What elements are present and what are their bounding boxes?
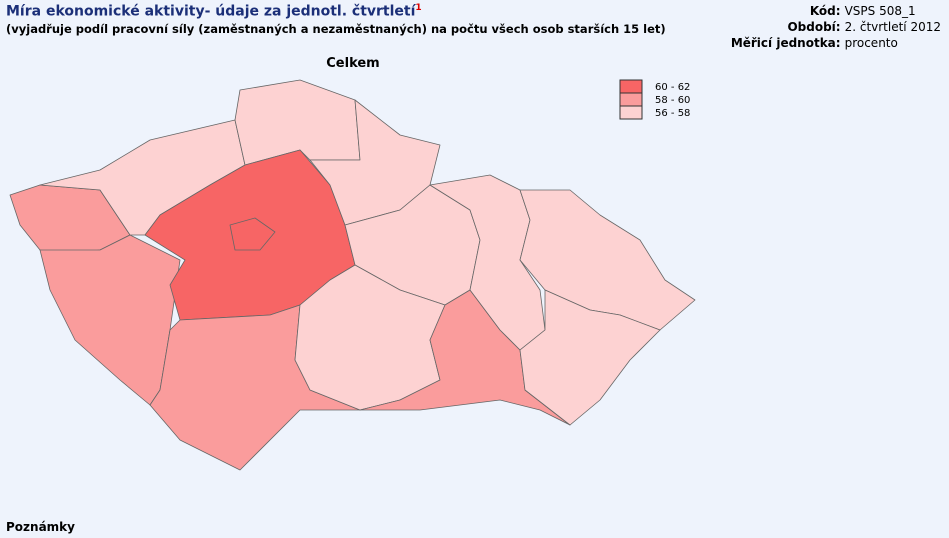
region[interactable] xyxy=(309,99,441,226)
meta-key: Měřicí jednotka: xyxy=(730,36,841,50)
meta-table: Kód: VSPS 508_1 Období: 2. čtvrtletí 2012 … xyxy=(729,3,943,51)
meta-value: 2. čtvrtletí 2012 xyxy=(844,20,941,34)
title: Míra ekonomické aktivity- údaje za jedno… xyxy=(6,3,416,20)
notes-heading: Poznámky xyxy=(6,520,75,534)
subtitle: (vyjadřuje podíl pracovní síly (zaměstna… xyxy=(6,22,666,36)
legend-swatch xyxy=(619,92,643,107)
meta-value: VSPS 508_1 xyxy=(844,4,916,18)
title-block: Míra ekonomické aktivity- údaje za jedno… xyxy=(6,3,422,20)
legend-label: 60 - 62 xyxy=(655,82,690,93)
region[interactable] xyxy=(429,174,546,351)
footnote-ref[interactable]: 1 xyxy=(415,3,422,13)
legend-label: 58 - 60 xyxy=(655,95,690,106)
legend: 60 - 62 58 - 60 56 - 58 xyxy=(619,79,690,120)
legend-swatch xyxy=(619,79,643,94)
meta-key: Kód: xyxy=(809,4,841,18)
meta-value: procento xyxy=(844,36,898,50)
map-title: Celkem xyxy=(326,56,379,71)
region[interactable] xyxy=(39,234,181,406)
legend-label: 56 - 58 xyxy=(655,108,690,119)
region[interactable] xyxy=(229,217,276,251)
meta-key: Období: xyxy=(787,20,841,34)
legend-swatch xyxy=(619,105,643,120)
region[interactable] xyxy=(519,289,661,426)
